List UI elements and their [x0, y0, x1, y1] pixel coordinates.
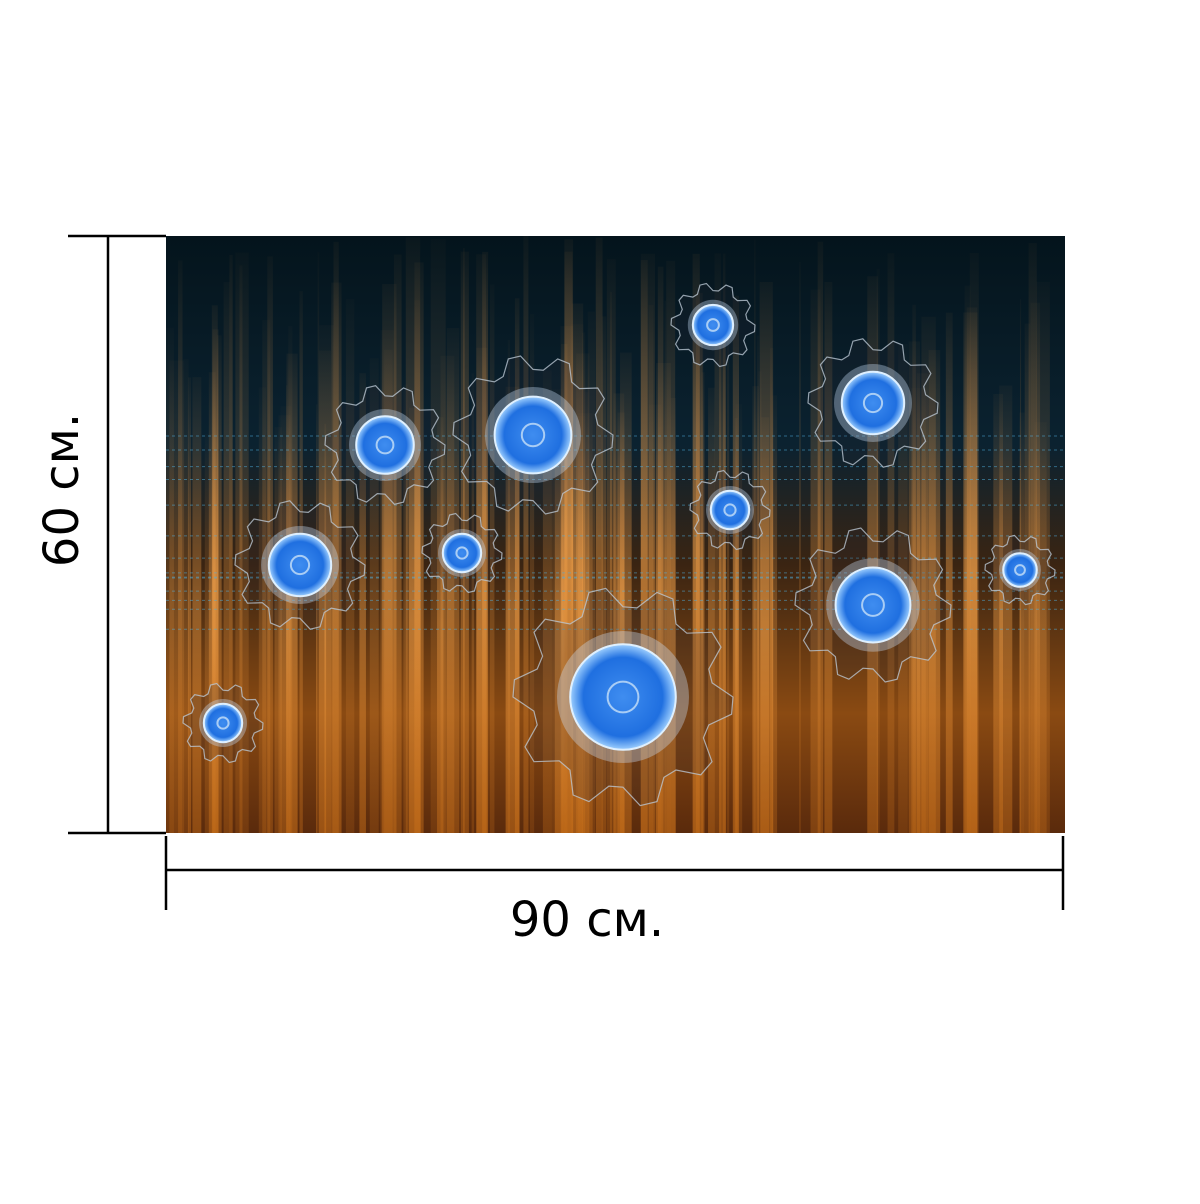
icon — [455, 546, 469, 560]
light-streak — [761, 417, 770, 833]
light-streak — [530, 314, 535, 833]
icon — [1014, 564, 1026, 576]
icon — [375, 435, 395, 455]
width-label: 90 см. — [510, 892, 664, 948]
light-streak — [471, 373, 475, 833]
light-streak — [369, 358, 379, 833]
light-streak — [1036, 281, 1050, 833]
icon — [706, 318, 720, 332]
light-streak — [318, 350, 332, 833]
light-streak — [489, 284, 495, 833]
light-streak — [771, 395, 778, 833]
light-streak — [446, 328, 460, 833]
light-streak — [414, 262, 424, 833]
light-streak — [274, 427, 282, 833]
light-streak — [595, 237, 603, 833]
light-streak — [735, 404, 743, 833]
light-streak — [921, 316, 936, 833]
light-streak — [262, 319, 271, 833]
light-streak — [359, 373, 366, 833]
light-streak — [183, 359, 189, 833]
icon — [520, 422, 546, 448]
light-streak — [393, 254, 402, 833]
light-streak — [258, 387, 267, 833]
light-streak — [799, 261, 801, 833]
light-streak — [670, 397, 676, 833]
light-streak — [217, 335, 222, 833]
light-streak — [867, 276, 878, 833]
light-streak — [223, 282, 230, 833]
light-streak — [610, 291, 612, 833]
light-streak — [876, 268, 880, 833]
light-streak — [693, 334, 704, 833]
light-streak — [507, 339, 511, 833]
icon-disc — [355, 415, 415, 475]
light-streak — [887, 253, 895, 833]
light-streak — [734, 417, 738, 833]
light-streak — [810, 289, 821, 833]
light-streak — [204, 434, 217, 833]
light-streak — [714, 253, 721, 833]
light-streak — [726, 316, 730, 833]
light-streak — [824, 281, 833, 833]
light-streak — [345, 298, 355, 833]
light-streak — [701, 372, 705, 833]
icon-disc — [267, 532, 333, 598]
light-streak — [192, 377, 202, 833]
light-streak — [817, 241, 824, 833]
light-streak — [601, 316, 607, 833]
icon-disc — [691, 303, 735, 347]
light-streak — [666, 260, 676, 833]
dimension-lines — [68, 234, 1065, 910]
light-streak — [708, 387, 715, 833]
icon-disc — [493, 395, 573, 475]
icon-disc — [441, 532, 483, 574]
light-streak — [966, 307, 978, 833]
icon — [861, 593, 885, 617]
light-streak — [187, 377, 192, 833]
icon-disc — [1002, 552, 1038, 588]
light-streak — [1019, 412, 1025, 833]
light-streak — [758, 371, 762, 833]
light-streak — [582, 332, 586, 833]
light-streak — [719, 328, 727, 833]
light-streak — [993, 394, 1003, 833]
light-streak — [551, 389, 563, 833]
icon-disc — [202, 702, 244, 744]
light-streak — [514, 298, 520, 833]
icon — [289, 554, 311, 576]
icon-disc — [834, 566, 912, 644]
light-streak — [945, 312, 953, 833]
icon-disc — [709, 489, 751, 531]
artwork — [166, 236, 1065, 833]
light-streak — [476, 347, 488, 833]
light-streak — [403, 384, 408, 833]
light-streak — [169, 360, 185, 833]
icon-disc — [569, 643, 677, 751]
light-streak — [587, 311, 596, 833]
height-label: 60 см. — [34, 413, 90, 567]
icon — [216, 716, 230, 730]
light-streak — [583, 392, 589, 833]
light-streak — [239, 265, 243, 833]
icon — [606, 680, 640, 714]
light-streak — [229, 254, 233, 833]
light-streak — [620, 352, 632, 833]
light-streak — [523, 236, 529, 833]
icon-disc — [840, 370, 906, 436]
icon — [862, 392, 884, 414]
icon — [723, 503, 737, 517]
light-streak — [316, 404, 318, 833]
light-streak — [280, 406, 292, 833]
light-streak — [542, 370, 552, 833]
